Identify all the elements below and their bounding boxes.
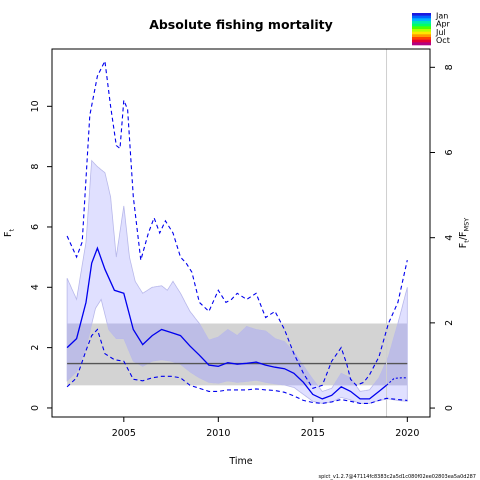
legend-color-swatch bbox=[412, 13, 431, 16]
y-tick-label-left: 4 bbox=[30, 284, 41, 290]
legend-color-swatch bbox=[412, 31, 431, 35]
x-tick-label: 2010 bbox=[206, 428, 230, 439]
legend-color-swatch bbox=[412, 15, 431, 19]
legend-month-label: Apr bbox=[436, 20, 451, 29]
y-tick-label-right: 8 bbox=[444, 64, 455, 70]
axes: 2005 2010 2015 2020 0 2 4 6 8 10 0 2 4 6 8 bbox=[30, 64, 455, 439]
band-overlap-region bbox=[67, 323, 408, 386]
x-tick-label: 2015 bbox=[301, 428, 325, 439]
y-tick-label-left: 2 bbox=[30, 345, 41, 351]
legend-month-label: Jan bbox=[435, 12, 448, 21]
f-upper-dashed-line bbox=[66, 59, 408, 389]
y-tick-label-right: 4 bbox=[444, 235, 455, 241]
plot-frame bbox=[51, 48, 431, 418]
x-tick-label: 2005 bbox=[112, 428, 136, 439]
y-tick-label-left: 6 bbox=[30, 224, 41, 230]
y-axis-label-right: Ft/FMSY bbox=[458, 218, 471, 248]
legend-color-swatch bbox=[412, 21, 431, 24]
legend-color-swatch bbox=[412, 18, 431, 22]
y-tick-label-right: 0 bbox=[444, 405, 455, 411]
y-axis-label-left: Ft bbox=[3, 229, 16, 237]
y-tick-label-left: 0 bbox=[30, 405, 41, 411]
legend-color-swatch bbox=[412, 26, 431, 30]
y-tick-label-left: 8 bbox=[30, 164, 41, 170]
f-projection-line bbox=[386, 377, 408, 386]
legend-month-label: Jul bbox=[435, 28, 446, 37]
version-footnote: spict_v1.2.7@47114fc8383c2a5d1c080f02ee0… bbox=[319, 474, 477, 480]
chart-title: Absolute fishing mortality bbox=[149, 17, 333, 32]
legend-color-swatch bbox=[412, 34, 431, 38]
y-tick-label-left: 10 bbox=[30, 100, 41, 112]
f-estimate-line bbox=[66, 246, 387, 400]
plot-area bbox=[66, 49, 408, 417]
legend-color-swatch bbox=[412, 29, 431, 32]
legend-color-swatch bbox=[412, 23, 431, 27]
x-axis-label: Time bbox=[228, 456, 252, 467]
legend-color-swatch bbox=[412, 39, 431, 43]
y-tick-label-right: 2 bbox=[444, 320, 455, 326]
legend-month-label: Oct bbox=[436, 36, 450, 45]
x-tick-label: 2020 bbox=[395, 428, 419, 439]
legend-color-swatch bbox=[412, 42, 431, 46]
y-tick-label-right: 6 bbox=[444, 149, 455, 155]
legend-color-swatch bbox=[412, 37, 431, 40]
